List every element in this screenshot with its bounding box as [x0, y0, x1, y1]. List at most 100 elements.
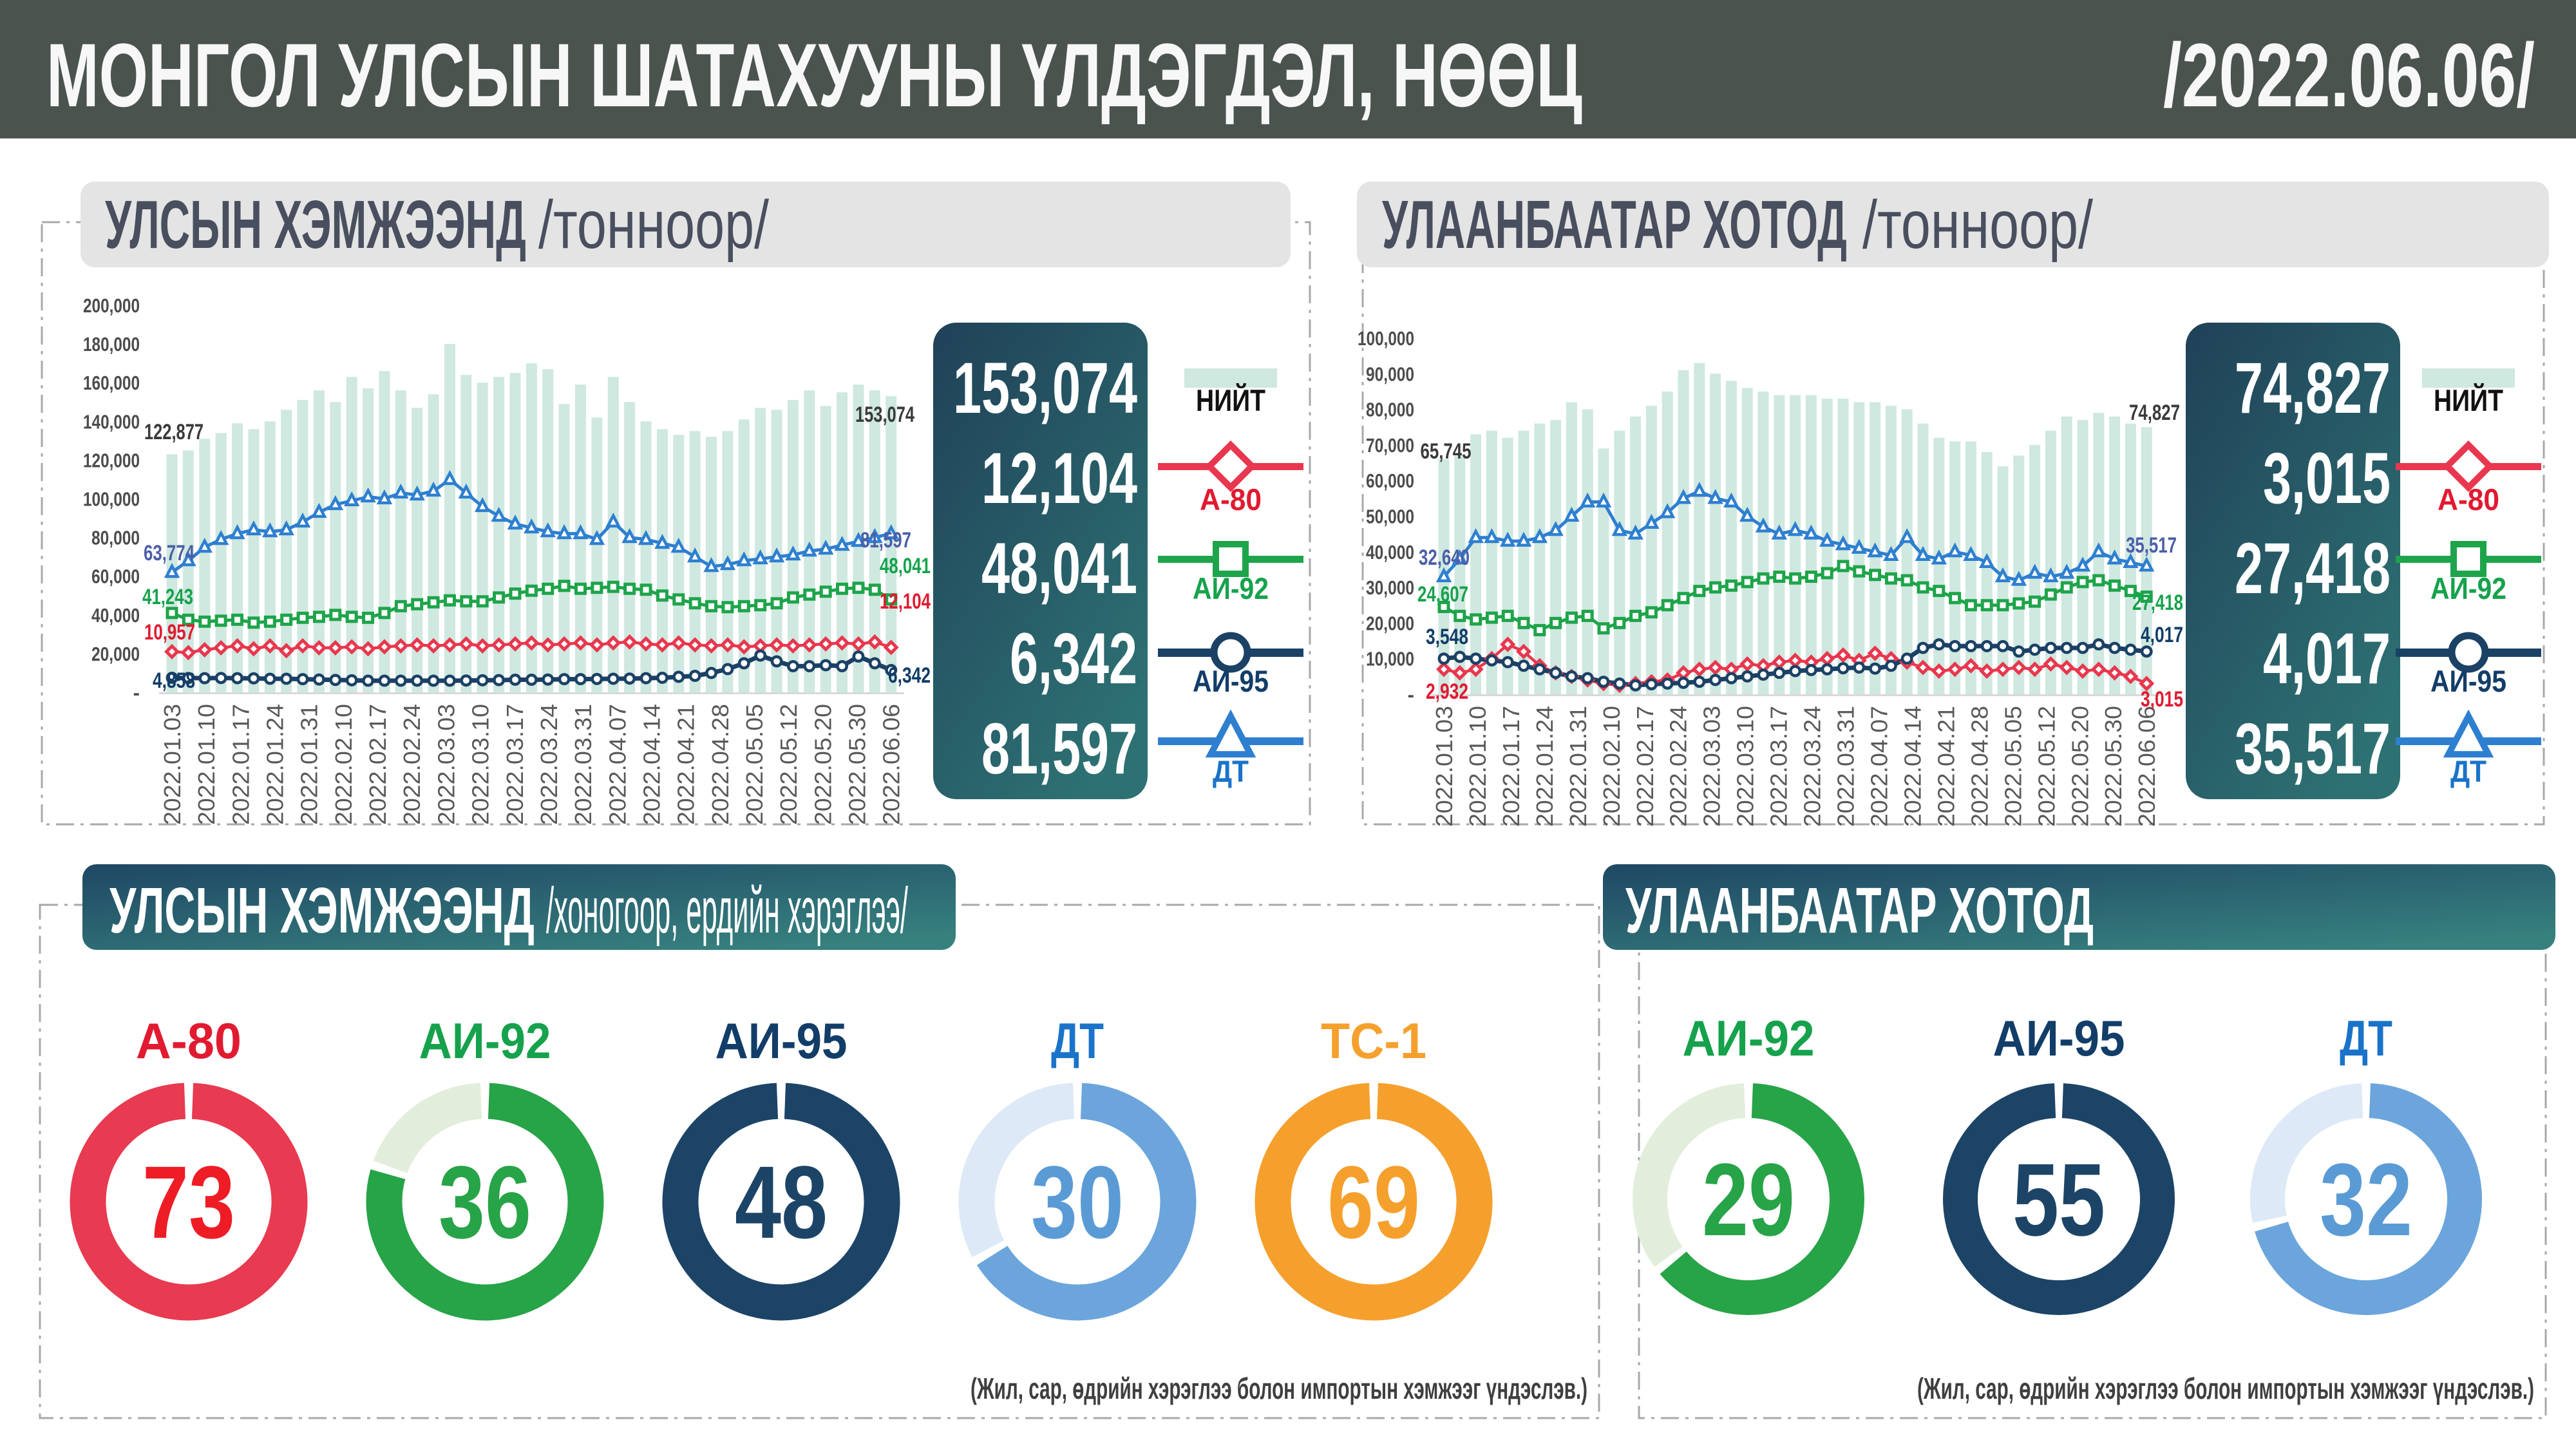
svg-text:80,000: 80,000: [1366, 399, 1414, 421]
svg-text:140,000: 140,000: [83, 410, 140, 433]
svg-text:УЛСЫН ХЭМЖЭЭНД: УЛСЫН ХЭМЖЭЭНД: [109, 875, 535, 947]
svg-text:/тонноор/: /тонноор/: [538, 187, 769, 263]
svg-text:20,000: 20,000: [91, 643, 140, 665]
svg-text:АИ-92: АИ-92: [419, 1012, 551, 1069]
svg-text:29: 29: [1702, 1142, 1795, 1257]
svg-text:ДТ: ДТ: [1051, 1012, 1104, 1069]
svg-text:20,000: 20,000: [1366, 612, 1414, 634]
svg-text:2022.02.10: 2022.02.10: [330, 704, 357, 825]
svg-text:2022.03.24: 2022.03.24: [536, 704, 562, 825]
svg-text:12,104: 12,104: [880, 589, 931, 614]
svg-text:ТС-1: ТС-1: [1321, 1012, 1426, 1069]
svg-text:2022.04.07: 2022.04.07: [1866, 706, 1893, 827]
svg-text:АИ-92: АИ-92: [1193, 571, 1269, 605]
svg-text:2022.02.17: 2022.02.17: [365, 704, 391, 825]
svg-text:НИЙТ: НИЙТ: [2434, 383, 2503, 417]
svg-text:6,342: 6,342: [1010, 618, 1137, 699]
svg-text:4,017: 4,017: [2263, 618, 2391, 699]
svg-text:12,104: 12,104: [981, 438, 1137, 518]
svg-text:2022.01.17: 2022.01.17: [227, 704, 254, 825]
svg-text:А-80: А-80: [136, 1012, 242, 1069]
svg-text:2022.05.05: 2022.05.05: [2000, 706, 2026, 827]
svg-text:32: 32: [2320, 1142, 2412, 1257]
svg-text:10,957: 10,957: [144, 620, 195, 645]
svg-text:АИ-95: АИ-95: [715, 1012, 848, 1069]
svg-text:153,074: 153,074: [855, 402, 914, 427]
svg-text:(Жил, сар, өдрийн хэрэглээ бол: (Жил, сар, өдрийн хэрэглээ болон импорты…: [971, 1372, 1587, 1405]
svg-text:2022.01.31: 2022.01.31: [1565, 706, 1591, 827]
svg-text:2022.03.10: 2022.03.10: [1732, 706, 1759, 827]
svg-text:2022.03.17: 2022.03.17: [502, 704, 528, 825]
svg-text:35,517: 35,517: [2235, 708, 2391, 789]
svg-text:27,418: 27,418: [2235, 528, 2391, 609]
svg-text:30,000: 30,000: [1366, 576, 1414, 599]
svg-text:2022.04.28: 2022.04.28: [707, 704, 734, 825]
svg-text:90,000: 90,000: [1366, 363, 1414, 385]
svg-text:2022.01.24: 2022.01.24: [262, 704, 289, 825]
svg-text:30: 30: [1031, 1144, 1124, 1260]
svg-text:50,000: 50,000: [1366, 506, 1414, 528]
svg-text:2022.04.21: 2022.04.21: [1933, 706, 1959, 827]
svg-text:2022.03.31: 2022.03.31: [570, 704, 596, 825]
svg-text:УЛААНБААТАР ХОТОД: УЛААНБААТАР ХОТОД: [1625, 875, 2094, 947]
svg-text:2022.04.28: 2022.04.28: [1966, 706, 1993, 827]
svg-text:122,877: 122,877: [144, 420, 204, 444]
svg-text:153,074: 153,074: [953, 348, 1137, 428]
svg-text:32,640: 32,640: [1419, 545, 1470, 570]
svg-text:180,000: 180,000: [83, 333, 140, 355]
svg-text:2022.04.14: 2022.04.14: [638, 704, 665, 825]
svg-text:4,858: 4,858: [153, 668, 195, 693]
svg-text:2022.01.03: 2022.01.03: [1431, 706, 1457, 827]
svg-text:2022.05.05: 2022.05.05: [741, 704, 768, 825]
svg-text:2022.06.06: 2022.06.06: [878, 704, 905, 825]
svg-text:ДТ: ДТ: [1213, 754, 1249, 788]
svg-text:74,827: 74,827: [2235, 348, 2391, 428]
svg-text:2022.02.24: 2022.02.24: [1665, 706, 1692, 827]
svg-text:НИЙТ: НИЙТ: [1196, 383, 1265, 417]
svg-text:100,000: 100,000: [83, 488, 140, 511]
svg-text:2022.01.31: 2022.01.31: [296, 704, 323, 825]
svg-text:2022.05.30: 2022.05.30: [844, 704, 871, 825]
svg-text:ДТ: ДТ: [2450, 754, 2486, 788]
svg-text:41,243: 41,243: [142, 585, 193, 609]
svg-text:40,000: 40,000: [91, 604, 140, 627]
svg-text:120,000: 120,000: [83, 449, 140, 471]
svg-text:70,000: 70,000: [1366, 434, 1414, 457]
svg-text:2022.01.24: 2022.01.24: [1531, 706, 1558, 827]
svg-text:2022.03.03: 2022.03.03: [433, 704, 459, 825]
svg-text:2022.04.14: 2022.04.14: [1899, 706, 1926, 827]
svg-text:2022.01.17: 2022.01.17: [1498, 706, 1524, 827]
svg-text:АИ-95: АИ-95: [2430, 664, 2506, 698]
svg-text:35,517: 35,517: [2126, 533, 2177, 558]
svg-text:УЛААНБААТАР ХОТОД: УЛААНБААТАР ХОТОД: [1382, 187, 1847, 263]
svg-text:36: 36: [439, 1144, 531, 1260]
svg-text:48,041: 48,041: [880, 554, 931, 578]
svg-text:АИ-92: АИ-92: [2430, 571, 2506, 605]
svg-text:55: 55: [2012, 1142, 2105, 1257]
svg-text:2022.05.12: 2022.05.12: [775, 704, 802, 825]
svg-text:А-80: А-80: [2438, 482, 2499, 516]
svg-text:АИ-95: АИ-95: [1993, 1010, 2125, 1066]
svg-text:А-80: А-80: [1200, 482, 1262, 516]
svg-text:4,017: 4,017: [2141, 623, 2183, 647]
svg-text:2022.04.07: 2022.04.07: [604, 704, 630, 825]
svg-text:2022.03.31: 2022.03.31: [1833, 706, 1859, 827]
svg-text:2022.03.24: 2022.03.24: [1799, 706, 1826, 827]
svg-text:48,041: 48,041: [981, 528, 1137, 609]
svg-text:2022.01.10: 2022.01.10: [1464, 706, 1491, 827]
svg-text:2022.03.17: 2022.03.17: [1766, 706, 1792, 827]
svg-text:60,000: 60,000: [91, 565, 140, 588]
svg-text:3,548: 3,548: [1426, 625, 1468, 649]
svg-text:/2022.06.06/: /2022.06.06/: [2163, 24, 2535, 126]
svg-text:24,607: 24,607: [1417, 582, 1468, 607]
svg-text:65,745: 65,745: [1421, 439, 1472, 464]
svg-text:2022.02.10: 2022.02.10: [1598, 706, 1625, 827]
svg-text:60,000: 60,000: [1366, 469, 1414, 492]
svg-text:81,597: 81,597: [860, 528, 911, 553]
svg-text:2022.01.03: 2022.01.03: [159, 704, 185, 825]
svg-text:2022.06.06: 2022.06.06: [2134, 706, 2160, 827]
svg-text:6,342: 6,342: [888, 663, 931, 688]
svg-text:40,000: 40,000: [1366, 541, 1414, 564]
svg-text:2022.05.20: 2022.05.20: [810, 704, 836, 825]
svg-text:-: -: [133, 681, 140, 704]
